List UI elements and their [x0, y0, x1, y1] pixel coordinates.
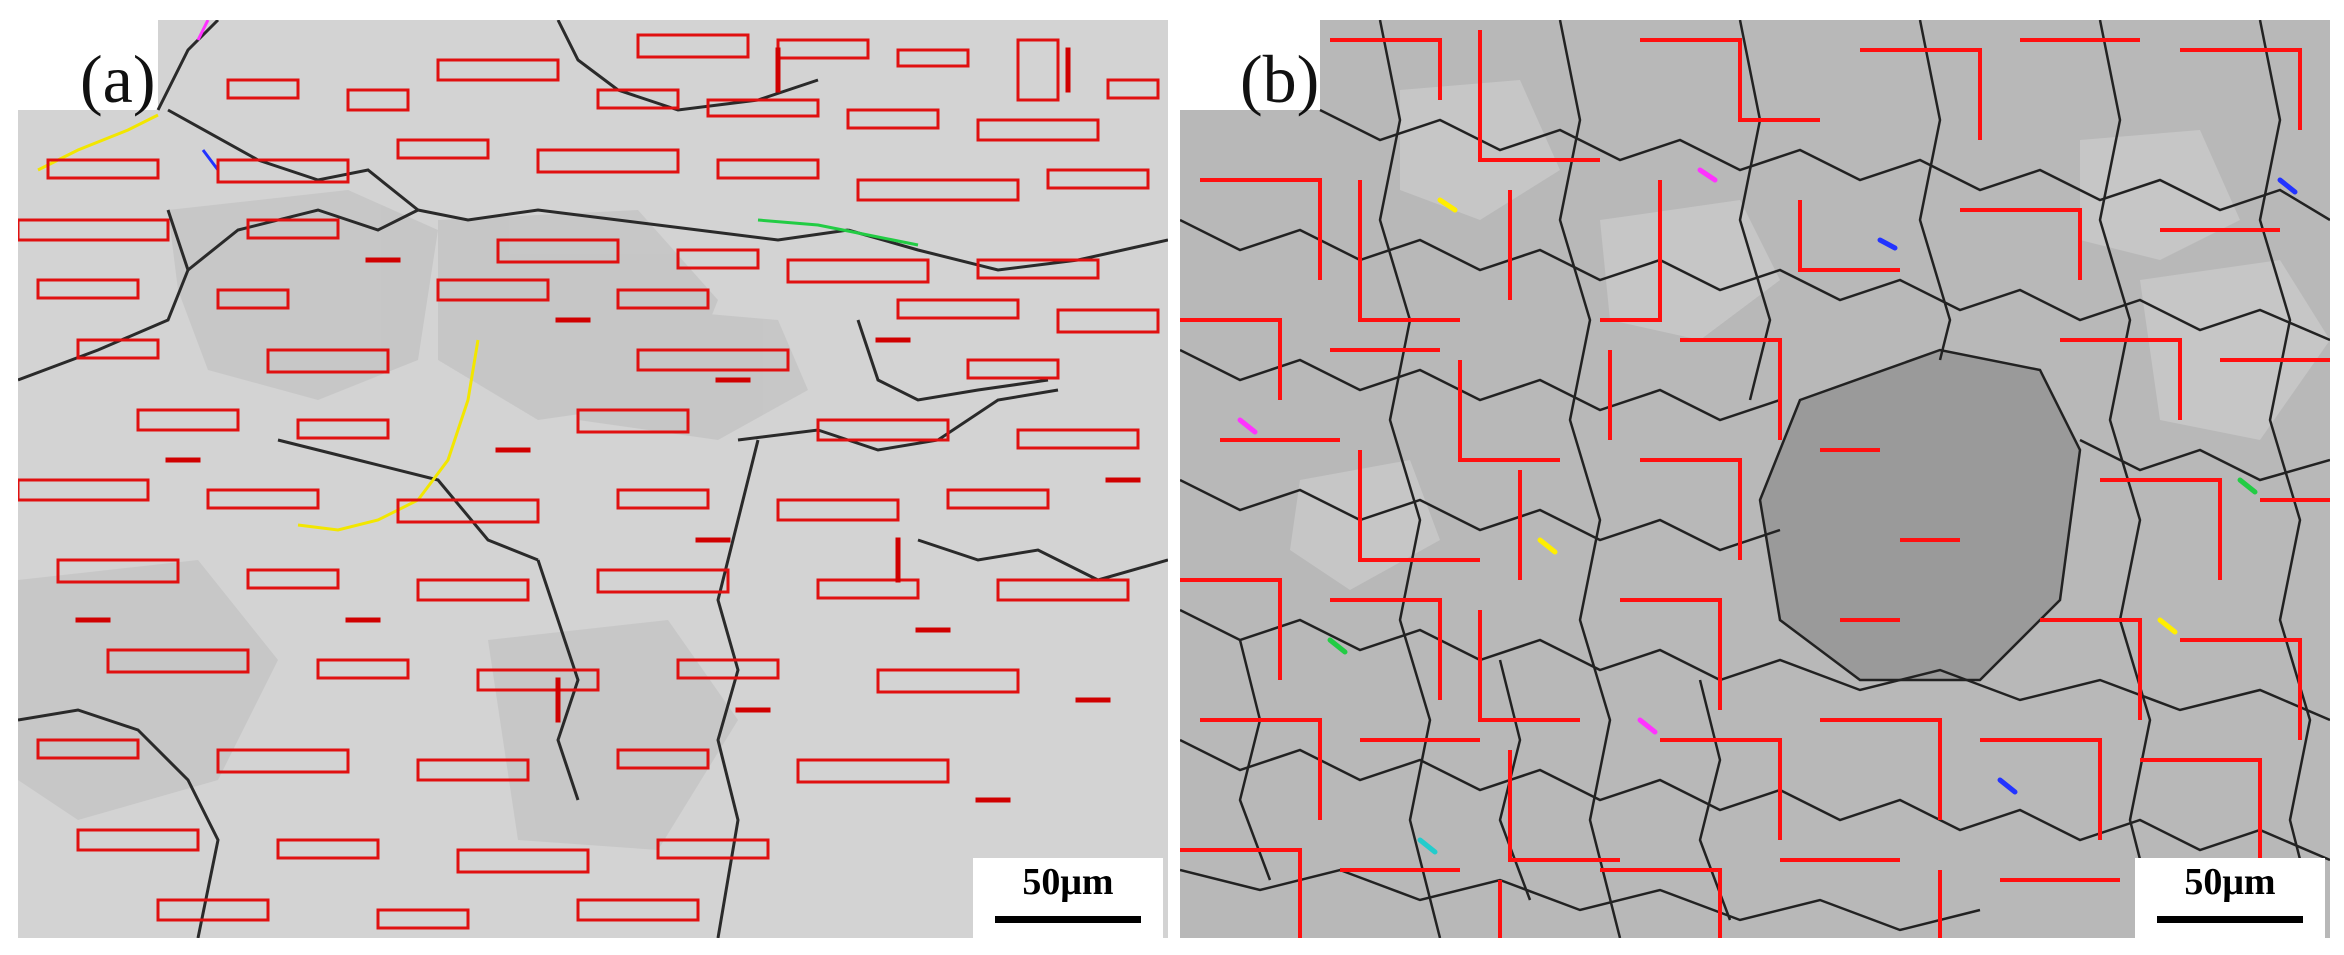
scale-bar-a-text: 50μm — [1022, 861, 1114, 903]
scale-bar-a-line — [995, 916, 1141, 923]
micrograph-panel-a — [18, 20, 1168, 938]
scale-bar-b: 50μm — [2135, 858, 2325, 938]
scale-bar-a: 50μm — [973, 858, 1163, 938]
micrograph-panel-b — [1180, 20, 2330, 938]
scale-bar-b-text: 50μm — [2184, 861, 2276, 903]
panel-label-b: (b) — [1240, 41, 1320, 117]
panel-label-a: (a) — [80, 41, 156, 117]
ebsd-map-a-image — [18, 20, 1168, 938]
ebsd-map-b-image — [1180, 20, 2330, 938]
scale-bar-b-line — [2157, 916, 2303, 923]
